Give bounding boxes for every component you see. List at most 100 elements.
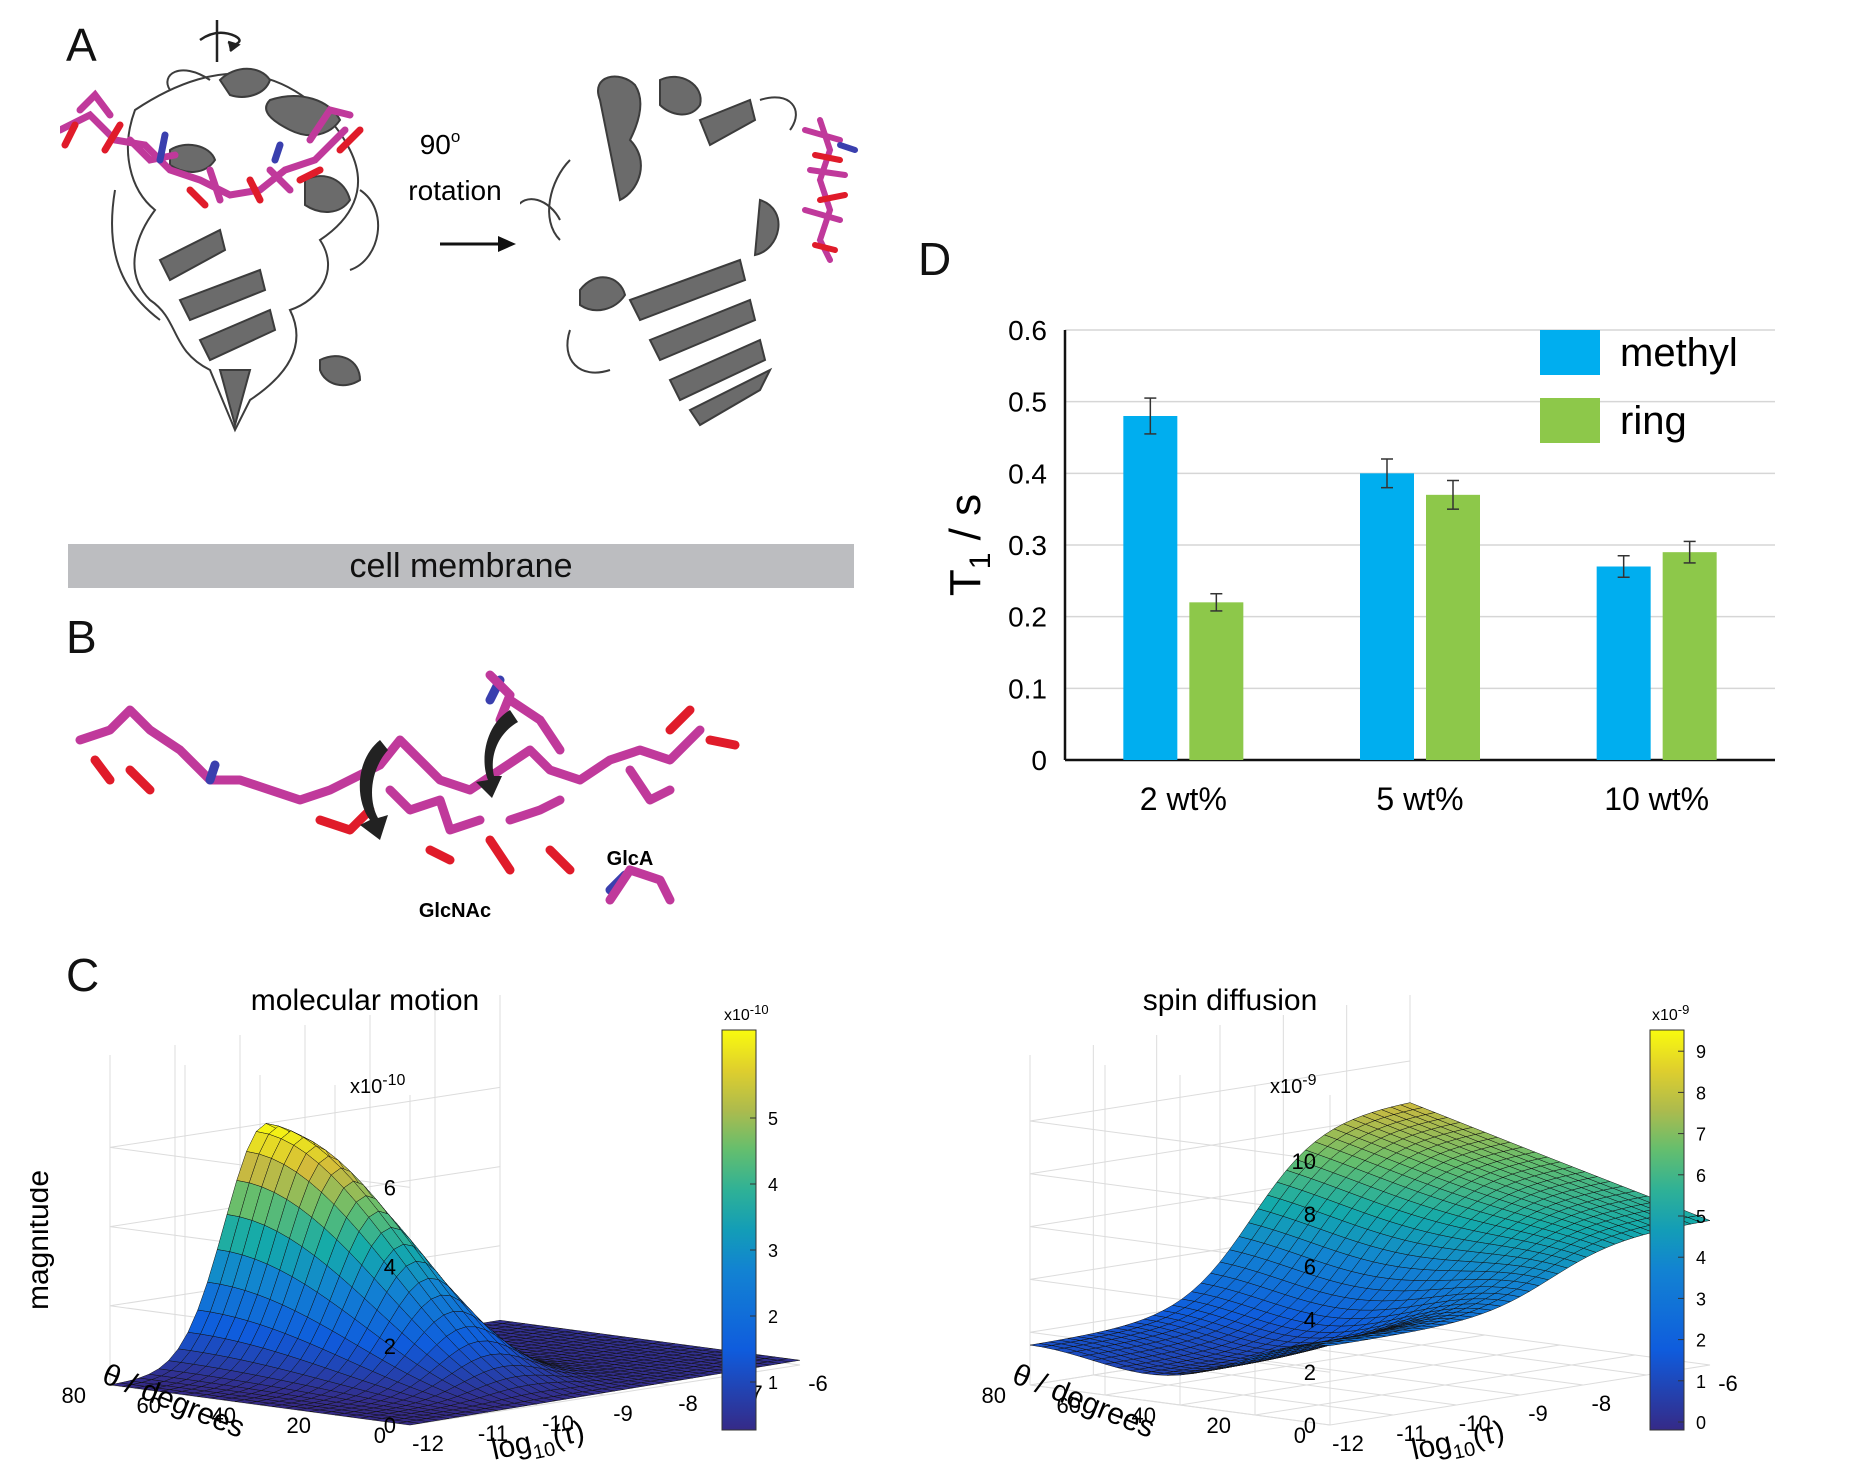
t1-bar-chart: 0 0.1 0.2 0.3 0.4 0.5 0.6 2 wt% 5 wt% 10 wt% T1 / … <box>941 315 1775 817</box>
bar-methyl <box>1596 566 1651 760</box>
tau-tick-label: -10 <box>1459 1411 1491 1436</box>
colorbar-tick-label: 4 <box>768 1175 778 1195</box>
x-tick-label: 10 wt% <box>1604 781 1709 817</box>
z-scale-label: x10-10 <box>350 1072 405 1098</box>
y-axis-label: T1 / s <box>941 494 997 596</box>
colorbar-scale-label: x10-10 <box>724 1002 769 1024</box>
panel-letter-d: D <box>918 233 952 285</box>
tau-axis-label: log10(τ) <box>1409 1415 1509 1460</box>
ligand-sticks-side <box>802 117 858 263</box>
z-tick-label: 2 <box>1304 1360 1316 1385</box>
error-bar <box>1447 479 1459 510</box>
bar-methyl <box>1360 473 1414 760</box>
z-tick-label: 4 <box>384 1255 396 1280</box>
z-tick-label: 6 <box>1304 1255 1316 1280</box>
z-tick-label: 4 <box>1304 1307 1316 1332</box>
theta-tick-label: 40 <box>1132 1403 1156 1428</box>
glcnac-label: GlcNAc <box>419 900 491 922</box>
legend-swatch-ring <box>1540 398 1600 443</box>
error-bar <box>1210 592 1223 612</box>
colorbar-tick-label: 1 <box>768 1373 778 1393</box>
z-tick-label: 8 <box>1304 1202 1316 1227</box>
colorbar-scale-label: x10-9 <box>1652 1002 1689 1024</box>
theta-tick-label: 20 <box>287 1413 311 1438</box>
colorbar-tick-label: 7 <box>1696 1125 1706 1145</box>
bar-ring <box>1662 552 1717 760</box>
rotation-label: rotation <box>408 175 501 206</box>
colorbar-tick-label: 5 <box>768 1109 778 1129</box>
glca-label: GlcA <box>607 848 654 870</box>
bar-ring <box>1189 602 1244 760</box>
tau-tick-label: -8 <box>1592 1391 1612 1416</box>
x-tick-label: 5 wt% <box>1376 781 1463 817</box>
error-bar <box>1144 397 1157 435</box>
rotation-degrees-label: 90o <box>420 127 461 160</box>
tau-tick-label: -6 <box>1718 1371 1738 1396</box>
z-tick-label: 0 <box>384 1413 396 1438</box>
error-bar <box>1381 458 1393 489</box>
colorbar-tick-label: 3 <box>1696 1289 1706 1309</box>
ligand-sticks-front <box>60 89 364 209</box>
rotation-arrow <box>440 236 516 252</box>
tau-tick-label: -10 <box>542 1411 574 1436</box>
colorbar-tick-label: 8 <box>1696 1083 1706 1103</box>
tau-tick-label: -12 <box>1332 1431 1364 1456</box>
tau-tick-label: -6 <box>808 1371 828 1396</box>
y-tick-label: 0.4 <box>1008 458 1047 489</box>
y-tick-label: 0.2 <box>1008 602 1047 633</box>
plot-title: molecular motion <box>251 984 479 1017</box>
cell-membrane-label: cell membrane <box>349 546 573 585</box>
theta-tick-label: 20 <box>1207 1413 1231 1438</box>
z-tick-label: 6 <box>384 1175 396 1200</box>
z-scale-label: x10-9 <box>1270 1072 1317 1098</box>
colorbar-tick-label: 2 <box>1696 1331 1706 1351</box>
tau-tick-label: -8 <box>678 1391 698 1416</box>
legend-label-methyl: methyl <box>1620 331 1738 375</box>
legend-label-ring: ring <box>1620 399 1687 443</box>
tau-axis-label: log10(τ) <box>489 1415 589 1460</box>
colorbar-tick-label: 6 <box>1696 1166 1706 1186</box>
theta-tick-label: 80 <box>982 1383 1006 1408</box>
colorbar <box>721 1029 757 1431</box>
bar-ring <box>1426 494 1480 760</box>
plot-title: spin diffusion <box>1143 984 1318 1017</box>
legend-swatch-methyl <box>1540 330 1600 375</box>
theta-tick-label: 80 <box>62 1383 86 1408</box>
linkage-arrow-1 <box>359 740 388 840</box>
tau-tick-label: -12 <box>412 1431 444 1456</box>
rotation-axis-icon <box>199 20 241 62</box>
colorbar <box>1649 1029 1685 1431</box>
colorbar-tick-label: 9 <box>1696 1042 1706 1062</box>
tau-tick-label: -9 <box>1528 1401 1548 1426</box>
surface-mesh <box>1029 1102 1711 1376</box>
colorbar-tick-label: 1 <box>1696 1372 1706 1392</box>
panel-letter-c: C <box>66 949 100 1001</box>
z-tick-label: 0 <box>1304 1413 1316 1438</box>
spin-diffusion-surface-plot: 0246810x10-9-12-11-10-9-8-7-6020406080θ … <box>982 984 1738 1460</box>
tau-tick-label: -11 <box>478 1421 508 1446</box>
linkage-arrow-2 <box>476 710 518 798</box>
protein-ribbon-front <box>111 67 379 433</box>
tau-tick-label: -11 <box>1396 1421 1426 1446</box>
colorbar-tick-label: 2 <box>768 1307 778 1327</box>
y-tick-label: 0.5 <box>1008 387 1047 418</box>
theta-tick-label: 0 <box>1294 1423 1306 1448</box>
error-bar <box>1617 555 1630 578</box>
y-tick-label: 0 <box>1031 745 1047 776</box>
colorbar-tick-label: 5 <box>1696 1207 1706 1227</box>
theta-tick-label: 40 <box>212 1403 236 1428</box>
x-tick-label: 2 wt% <box>1140 781 1227 817</box>
glycan-structure: GlcNAc GlcA <box>75 670 740 922</box>
panel-letter-b: B <box>66 611 97 663</box>
y-tick-label: 0.3 <box>1008 530 1047 561</box>
protein-side-view <box>520 75 858 427</box>
theta-tick-label: 0 <box>374 1423 386 1448</box>
panel-letter-a: A <box>66 19 97 71</box>
bar-methyl <box>1123 416 1178 760</box>
z-tick-label: 10 <box>1292 1149 1316 1174</box>
y-tick-label: 0.1 <box>1008 673 1047 704</box>
colorbar-tick-label: 4 <box>1696 1248 1706 1268</box>
y-tick-label: 0.6 <box>1008 315 1047 346</box>
colorbar-tick-label: 0 <box>1696 1413 1706 1433</box>
